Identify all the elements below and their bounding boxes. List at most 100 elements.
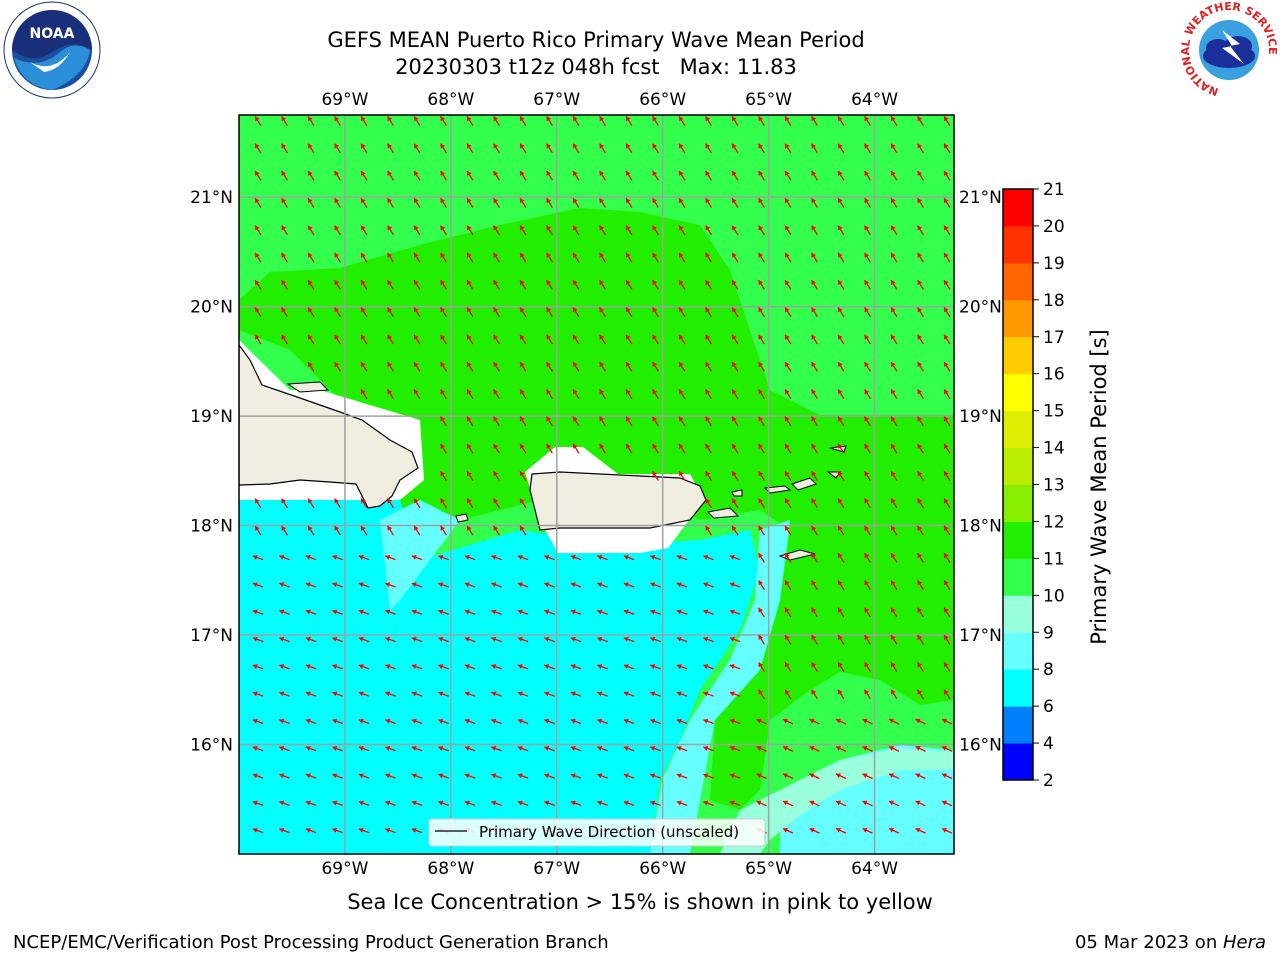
colorbar-label: Primary Wave Mean Period [s] [1087,329,1111,645]
lat-label-right-4: 17°N [959,626,1002,646]
wave-arrow-459 [676,609,688,615]
wave-arrow-192 [334,307,341,318]
wave-arrow-102 [811,197,818,208]
land-culebra [731,489,743,497]
map-axis-labels: 69°W 69°W 68°W 68°W 67°W 67°W 66°W 66°W 65°W 65°W… [190,90,1002,879]
wave-arrow-259 [731,361,739,372]
wave-arrow-545 [811,689,818,700]
wave-arrow-165 [334,279,341,290]
wave-arrow-48 [811,143,818,154]
wave-arrow-130 [837,225,845,236]
wave-arrow-135 [254,252,262,263]
wave-arrow-533 [491,691,502,697]
wave-arrow-556 [385,718,396,725]
wave-arrow-64 [519,170,527,181]
wave-arrow-362 [811,498,818,509]
wave-arrow-557 [411,718,423,725]
wave-arrow-30 [334,143,341,154]
land-tortuga [286,381,330,393]
wave-arrow-24 [890,115,898,127]
wave-arrow-665 [411,827,423,834]
wave-arrow-576 [915,718,926,725]
wave-arrow-53 [943,143,951,154]
region-6-8 [239,500,760,854]
wave-arrow-516 [758,661,765,673]
wave-arrow-413 [890,552,898,563]
wave-arrow-78 [890,170,898,181]
wave-arrow-341 [811,470,818,481]
wave-arrow-393 [358,554,370,561]
wave-arrow-511 [623,664,635,670]
wave-arrow-350 [334,498,341,509]
wave-arrow-389 [252,554,264,561]
wave-arrow-204 [652,307,659,318]
wave-arrow-466 [864,607,871,618]
wave-arrow-681 [835,827,847,834]
wave-arrow-295 [546,416,553,427]
wave-arrow-492 [837,634,845,645]
wave-arrow-20 [784,115,792,127]
wave-arrow-507 [517,664,529,670]
wave-arrow-587 [491,746,502,752]
wave-arrow-416 [252,582,264,588]
footer-machine: Hera [1222,932,1266,953]
wave-arrow-505 [464,664,476,670]
lat-label-left-2: 19°N [190,407,233,427]
wave-arrow-408 [758,552,765,563]
wave-arrow-313 [493,443,500,454]
wave-arrow-570 [756,718,767,725]
wave-arrow-163 [281,279,288,290]
wave-arrow-409 [784,552,792,563]
wave-arrow-136 [281,252,288,263]
wave-arrow-296 [572,416,580,427]
wave-arrow-82 [281,197,288,208]
wave-arrow-629 [888,773,900,780]
wave-arrow-640 [464,800,476,806]
wave-arrow-200 [546,307,553,318]
wave-arrow-561 [517,718,529,725]
wave-arrow-122 [625,225,633,236]
wave-arrow-226 [519,334,527,345]
wave-arrow-179 [705,279,712,290]
colorbar-segment-6 [1003,521,1033,559]
map-field [239,115,954,854]
wave-arrow-650 [729,800,741,806]
wave-arrow-201 [572,307,580,318]
nws-logo: NATIONAL WEATHER SERVICE [1179,0,1279,98]
wave-arrow-591 [597,746,608,752]
wave-arrow-180 [731,279,739,290]
wave-arrow-208 [758,307,765,318]
wave-arrow-133 [917,225,924,236]
wave-arrow-294 [519,416,527,427]
wave-arrow-551 [252,718,264,725]
wave-arrow-310 [943,416,951,427]
legend-text: Primary Wave Direction (unscaled) [479,823,739,841]
wave-arrow-438 [837,580,845,591]
wave-arrow-486 [676,636,688,643]
wave-arrow-429 [597,582,608,588]
wave-arrow-27 [254,143,262,154]
wave-arrow-308 [890,416,898,427]
wave-arrow-625 [782,773,794,780]
wave-arrow-26 [943,115,951,127]
wave-arrow-351 [360,498,368,509]
wave-arrow-101 [784,197,792,208]
wave-arrow-526 [305,691,317,697]
wave-arrow-447 [358,609,370,615]
wave-arrow-523 [943,661,951,673]
wave-arrow-473 [332,636,343,643]
wave-arrow-277 [599,388,606,400]
wave-arrow-336 [678,470,686,481]
wave-arrow-115 [440,225,447,236]
wave-arrow-388 [943,525,951,536]
wave-arrow-261 [784,361,792,372]
lat-label-left-1: 20°N [190,298,233,318]
colorbar-segment-8 [1003,447,1033,485]
wave-arrow-60 [413,170,421,181]
wave-arrow-584 [411,746,423,752]
wave-arrow-105 [890,197,898,208]
wave-arrow-31 [360,143,368,154]
wave-arrow-495 [917,634,924,645]
wave-arrow-92 [546,197,553,208]
wave-arrow-635 [332,800,343,806]
